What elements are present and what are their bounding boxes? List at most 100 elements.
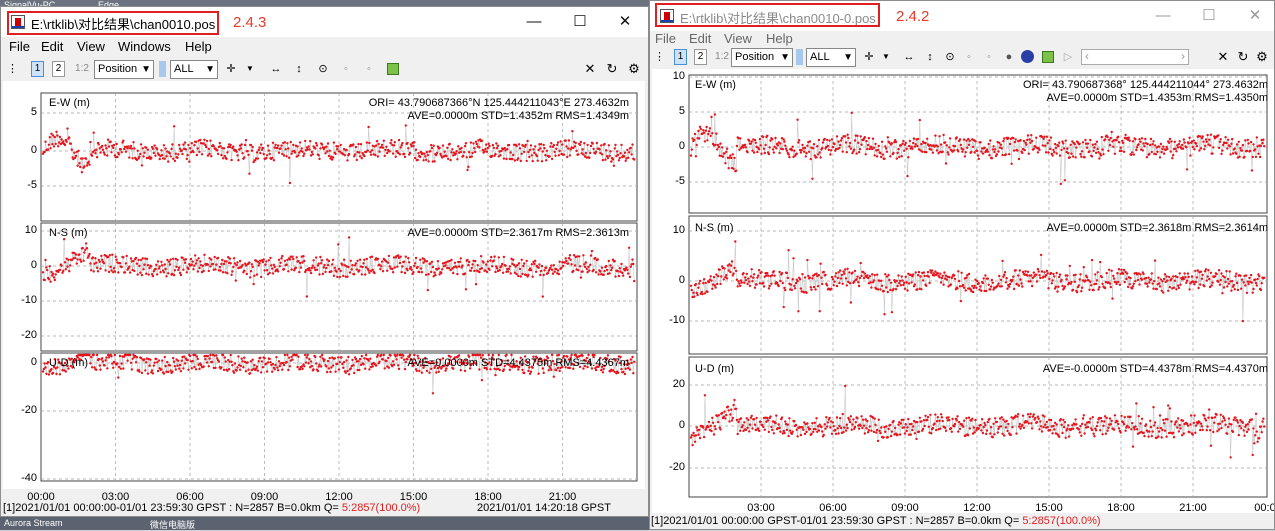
series-point	[769, 139, 772, 142]
map-layer-icon[interactable]	[387, 63, 399, 75]
series-point	[1235, 143, 1239, 146]
series-point	[689, 436, 693, 439]
fit-horizontal-icon[interactable]: ↔	[903, 51, 915, 63]
series-point	[1175, 420, 1178, 423]
play-icon[interactable]: ▷	[1063, 51, 1073, 63]
show-point-icon[interactable]: ◦	[367, 63, 371, 75]
center-origin-icon[interactable]: ⊙	[945, 51, 955, 63]
series-point	[1115, 282, 1118, 286]
series-point	[907, 417, 910, 421]
plot2-button[interactable]: 2	[694, 49, 707, 65]
plot-area[interactable]: E-W (m) ORI= 43.790687366°N 125.44421104…	[3, 81, 645, 503]
menu-file[interactable]: File	[655, 31, 676, 46]
series-point	[944, 429, 948, 432]
plot1-button[interactable]: 1	[674, 49, 687, 65]
series-point	[1178, 423, 1181, 427]
series-point	[142, 155, 145, 158]
plot12-button[interactable]: 1:2	[715, 51, 729, 62]
series-point	[1003, 271, 1007, 274]
maximize-icon[interactable]: ☐	[1202, 7, 1216, 24]
crosshair-icon[interactable]: ✛	[864, 51, 874, 63]
title-bar[interactable]: E:\rtklib\对比结果\chan0010.pos 2.4.3 — ☐ ✕	[1, 7, 648, 37]
scroll-right-icon[interactable]: ›	[1181, 49, 1185, 63]
plot1-button[interactable]: 1	[31, 61, 44, 77]
show-sky-icon[interactable]: ●	[1005, 51, 1013, 63]
series-point	[474, 362, 478, 365]
rtkplot-window-242[interactable]: E:\rtklib\对比结果\chan0010-0.pos 2.4.2 — ☐ …	[649, 0, 1275, 530]
plot-area[interactable]: E-W (m) ORI= 43.790687368° 125.444211044…	[652, 69, 1274, 514]
series-point	[50, 132, 53, 135]
plot2-button[interactable]: 2	[52, 61, 65, 77]
series-point	[1093, 146, 1096, 149]
plot-svg[interactable]	[3, 81, 645, 489]
plot-svg[interactable]	[652, 69, 1274, 514]
series-point	[1124, 270, 1127, 274]
fit-vertical-icon[interactable]: ↕	[296, 63, 302, 75]
maximize-icon[interactable]: ☐	[573, 13, 587, 30]
series-point	[354, 262, 358, 265]
series-point	[790, 432, 794, 435]
settings-gear-icon[interactable]: ⚙	[628, 61, 640, 76]
rtkplot-window-243[interactable]: E:\rtklib\对比结果\chan0010.pos 2.4.3 — ☐ ✕ …	[0, 6, 649, 517]
series-point	[208, 257, 211, 260]
series-point	[610, 160, 613, 163]
scroll-left-icon[interactable]: ‹	[1085, 49, 1089, 63]
fit-vertical-icon[interactable]: ↕	[927, 51, 933, 63]
series-point	[1217, 146, 1221, 150]
reload-icon[interactable]: ↻	[1237, 49, 1249, 64]
series-point	[725, 413, 728, 417]
reload-icon[interactable]: ↻	[606, 61, 618, 76]
title-bar[interactable]: E:\rtklib\对比结果\chan0010-0.pos 2.4.2 — ☐ …	[650, 1, 1274, 31]
sat-filter-icon[interactable]	[159, 61, 166, 77]
menu-edit[interactable]: Edit	[689, 31, 712, 46]
plot12-button[interactable]: 1:2	[75, 63, 89, 74]
center-origin-icon[interactable]: ⊙	[318, 63, 328, 75]
menu-file[interactable]: File	[9, 39, 30, 54]
menu-help[interactable]: Help	[185, 39, 212, 54]
series-point	[611, 158, 615, 161]
dropdown-arrow-icon[interactable]: ▼	[246, 64, 254, 73]
series-point	[965, 276, 968, 279]
map-layer-icon[interactable]	[1042, 51, 1054, 63]
menu-view[interactable]: View	[77, 39, 105, 54]
close-icon[interactable]: ✕	[1217, 49, 1229, 64]
close-icon[interactable]: ✕	[1248, 7, 1262, 24]
show-track-icon[interactable]: ◦	[967, 51, 971, 63]
series-point	[1257, 273, 1260, 276]
satellite-select[interactable]: ALL ▼	[806, 48, 856, 67]
time-scrollbar[interactable]: ‹ ›	[1081, 49, 1189, 65]
menu-view[interactable]: View	[724, 31, 752, 46]
series-point	[761, 423, 764, 427]
series-point	[520, 258, 523, 261]
show-point-icon[interactable]: ◦	[987, 51, 991, 63]
dropdown-arrow-icon[interactable]: ▼	[882, 52, 890, 61]
plot-type-select[interactable]: Position ▼	[731, 48, 793, 67]
series-point	[317, 262, 320, 265]
minimize-icon[interactable]: —	[1155, 7, 1171, 24]
fit-horizontal-icon[interactable]: ↔	[270, 63, 282, 75]
plot-type-select[interactable]: Position ▼	[94, 60, 154, 79]
series-point	[471, 151, 474, 155]
series-point	[749, 416, 753, 419]
menu-edit[interactable]: Edit	[41, 39, 64, 54]
series-point	[959, 143, 962, 147]
show-track-icon[interactable]: ◦	[344, 63, 348, 75]
series-point	[402, 260, 406, 263]
sat-filter-icon[interactable]	[796, 49, 803, 65]
crosshair-icon[interactable]: ✛	[226, 63, 236, 75]
menu-help[interactable]: Help	[766, 31, 793, 46]
settings-gear-icon[interactable]: ⚙	[1256, 49, 1268, 64]
series-point	[325, 266, 328, 270]
close-icon[interactable]: ✕	[584, 61, 596, 76]
series-point	[387, 254, 391, 258]
close-icon[interactable]: ✕	[618, 13, 632, 30]
series-point	[1124, 429, 1127, 432]
minimize-icon[interactable]: —	[526, 13, 542, 30]
series-point	[378, 360, 381, 363]
series-point	[326, 142, 330, 145]
satellite-select[interactable]: ALL ▼	[170, 60, 218, 79]
menu-windows[interactable]: Windows	[118, 39, 171, 54]
series-point	[553, 270, 556, 273]
desktop-strip: SignalVu-PC Edge	[0, 0, 650, 10]
globe-icon[interactable]	[1021, 50, 1034, 63]
